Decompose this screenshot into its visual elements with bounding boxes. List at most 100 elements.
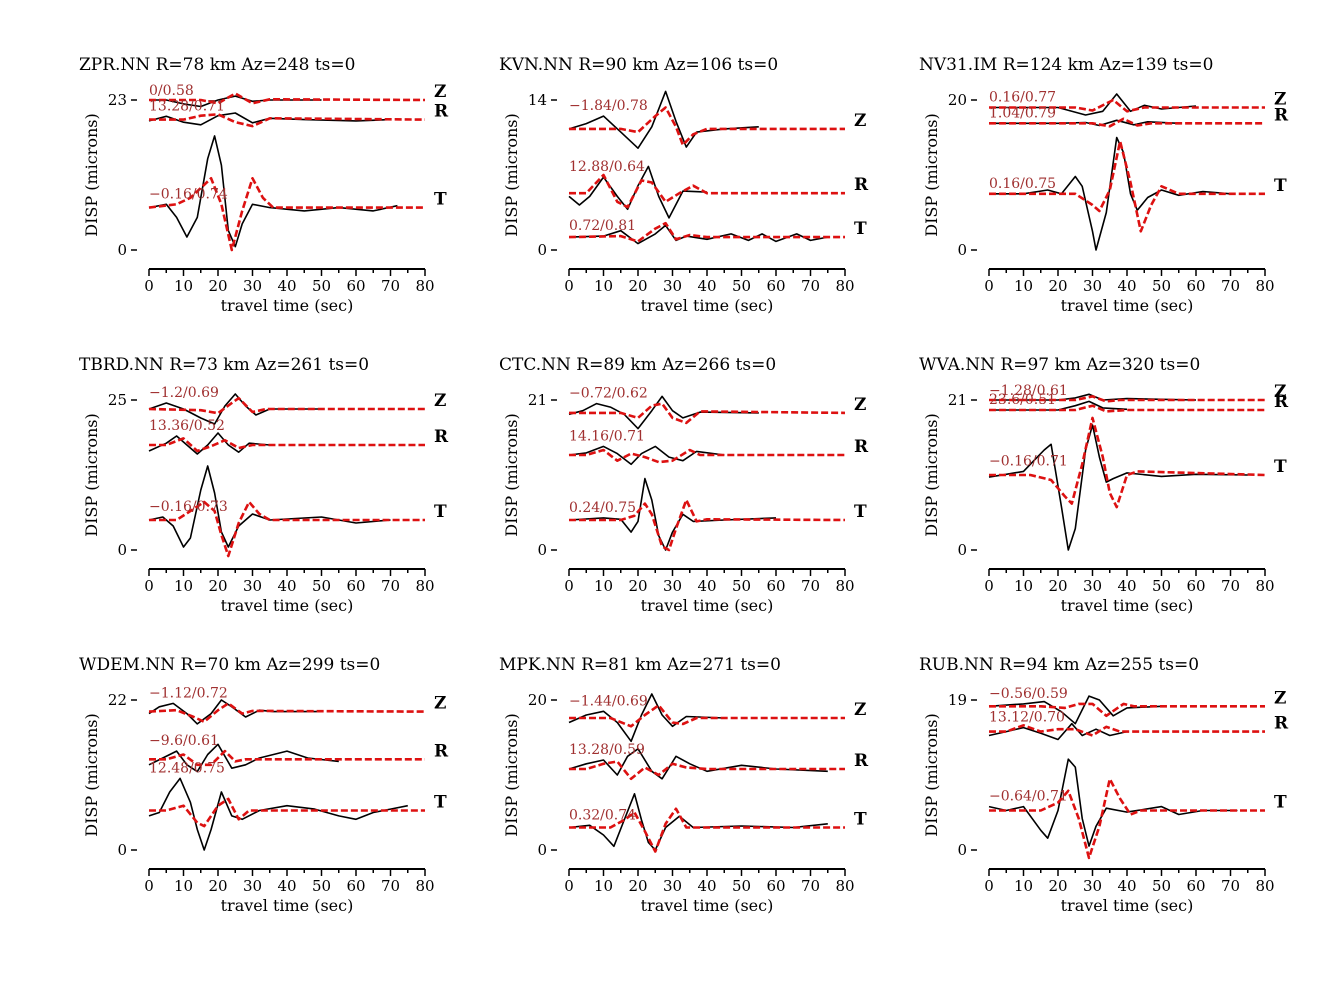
synthetic-trace-z	[569, 703, 845, 728]
fit-annotation: 12.48/0.75	[149, 760, 225, 776]
synthetic-trace-z	[989, 395, 1265, 403]
x-tick-label: 70	[381, 877, 400, 895]
fit-annotation: −0.16/0.73	[149, 499, 228, 515]
x-tick-label: 80	[1255, 877, 1274, 895]
x-tick-label: 80	[415, 277, 434, 295]
component-label: Z	[434, 82, 446, 102]
x-tick-label: 30	[663, 877, 682, 895]
x-axis-label: travel time (sec)	[221, 896, 354, 915]
y-axis-label: DISP (microns)	[922, 113, 941, 237]
component-label: R	[854, 751, 869, 771]
component-label: T	[854, 219, 867, 239]
synthetic-trace-t	[569, 498, 846, 552]
component-label: T	[434, 502, 447, 522]
x-tick-label: 60	[766, 577, 785, 595]
panel-title: WVA.NN R=97 km Az=320 ts=0	[919, 355, 1200, 375]
fit-annotation: −1.44/0.69	[569, 693, 648, 709]
observed-trace-t	[148, 777, 408, 851]
x-tick-label: 60	[766, 277, 785, 295]
panel-title: KVN.NN R=90 km Az=106 ts=0	[499, 55, 778, 75]
panel-8: MPK.NN R=81 km Az=271 ts=0 DISP (microns)…	[499, 655, 869, 915]
component-label: T	[1274, 793, 1287, 813]
x-tick-label: 0	[984, 577, 994, 595]
y-tick-label: 19	[948, 691, 967, 709]
x-axis-label: travel time (sec)	[641, 296, 774, 315]
observed-trace-t	[148, 465, 391, 548]
y-tick-label: 14	[528, 91, 547, 109]
x-tick-label: 60	[1186, 577, 1205, 595]
x-tick-label: 80	[1255, 577, 1274, 595]
panel-title: CTC.NN R=89 km Az=266 ts=0	[499, 355, 776, 375]
x-tick-label: 0	[564, 277, 574, 295]
x-tick-label: 40	[697, 877, 716, 895]
observed-trace-r	[148, 743, 339, 773]
x-tick-label: 0	[564, 877, 574, 895]
component-label: Z	[854, 111, 866, 131]
x-tick-label: 10	[594, 577, 613, 595]
synthetic-trace-r	[569, 760, 845, 781]
fit-annotation: −0.72/0.62	[569, 386, 648, 402]
fit-annotation: 14.16/0.71	[569, 428, 645, 444]
x-tick-label: 30	[663, 277, 682, 295]
x-tick-label: 50	[1152, 277, 1171, 295]
synthetic-trace-t	[568, 221, 845, 243]
component-label: R	[1274, 392, 1289, 412]
fit-annotation: −0.64/0.71	[989, 789, 1068, 805]
x-tick-label: 20	[628, 577, 647, 595]
x-tick-label: 50	[732, 577, 751, 595]
x-tick-label: 80	[835, 577, 854, 595]
panel-title: RUB.NN R=94 km Az=255 ts=0	[919, 655, 1199, 675]
y-tick-label: 0	[957, 241, 967, 259]
y-axis-label: DISP (microns)	[82, 413, 101, 537]
x-tick-label: 60	[766, 877, 785, 895]
y-tick-label: 0	[957, 541, 967, 559]
synthetic-trace-r	[989, 723, 1265, 737]
component-label: Z	[854, 700, 866, 720]
synthetic-trace-r	[149, 113, 426, 128]
component-label: R	[434, 427, 449, 447]
fit-annotation: −1.12/0.72	[149, 685, 228, 701]
fit-annotation: −0.16/0.74	[149, 186, 228, 202]
y-tick-label: 20	[528, 691, 547, 709]
observed-trace-t	[988, 424, 1248, 551]
y-tick-label: 0	[537, 541, 547, 559]
y-tick-label: 21	[948, 391, 967, 409]
x-tick-label: 30	[1083, 877, 1102, 895]
y-tick-label: 0	[117, 241, 127, 259]
component-label: R	[854, 175, 869, 195]
x-tick-label: 10	[174, 577, 193, 595]
y-axis-label: DISP (microns)	[82, 113, 101, 237]
y-tick-label: 22	[108, 691, 127, 709]
panel-1: ZPR.NN R=78 km Az=248 ts=0 DISP (microns)…	[79, 55, 449, 315]
synthetic-trace-z	[569, 106, 845, 147]
component-label: Z	[854, 395, 866, 415]
synthetic-trace-t	[569, 807, 845, 853]
x-tick-label: 60	[346, 277, 365, 295]
panel-title: WDEM.NN R=70 km Az=299 ts=0	[79, 655, 380, 675]
y-axis-label: DISP (microns)	[502, 413, 521, 537]
fit-annotation: 1.04/0.79	[989, 105, 1056, 121]
x-tick-label: 40	[697, 577, 716, 595]
x-tick-label: 10	[594, 877, 613, 895]
component-label: T	[854, 810, 867, 830]
x-tick-label: 80	[1255, 277, 1274, 295]
component-label: R	[434, 102, 449, 122]
y-axis-label: DISP (microns)	[922, 713, 941, 837]
synthetic-trace-z	[569, 402, 846, 425]
x-tick-label: 20	[208, 877, 227, 895]
y-tick-label: 0	[537, 841, 547, 859]
x-tick-label: 30	[243, 577, 262, 595]
x-tick-label: 50	[732, 277, 751, 295]
synthetic-trace-z	[149, 92, 426, 105]
fit-annotation: 13.36/0.52	[149, 418, 225, 434]
observed-trace-r	[989, 400, 1128, 411]
observed-trace-t	[988, 758, 1238, 847]
panel-title: ZPR.NN R=78 km Az=248 ts=0	[79, 55, 355, 75]
x-tick-label: 50	[1152, 577, 1171, 595]
observed-trace-z	[988, 695, 1162, 725]
y-tick-label: 21	[528, 391, 547, 409]
x-tick-label: 80	[415, 577, 434, 595]
panel-title: TBRD.NN R=73 km Az=261 ts=0	[79, 355, 369, 375]
x-tick-label: 40	[1117, 577, 1136, 595]
x-tick-label: 0	[144, 277, 154, 295]
